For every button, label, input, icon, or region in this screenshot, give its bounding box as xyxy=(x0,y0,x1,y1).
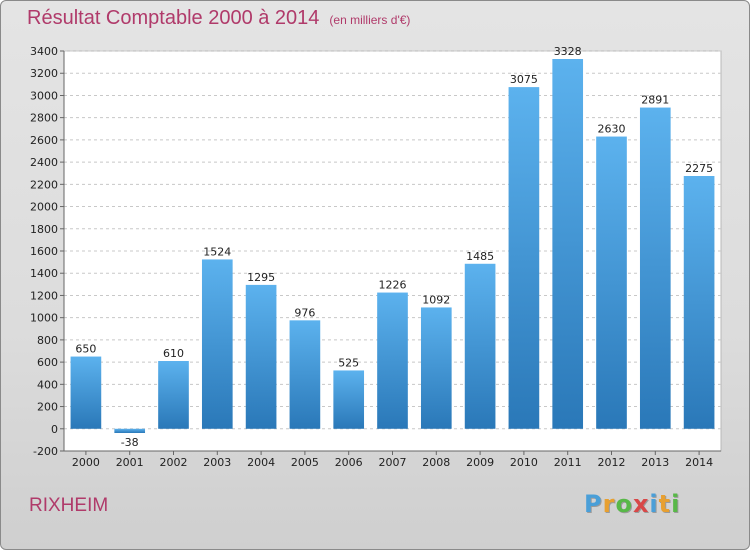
data-label: 1295 xyxy=(247,271,275,284)
logo-letter: r xyxy=(602,490,616,518)
x-tick-label: 2012 xyxy=(598,456,626,469)
x-tick-label: 2001 xyxy=(116,456,144,469)
x-tick-label: 2002 xyxy=(160,456,188,469)
y-tick-label: 1200 xyxy=(30,289,58,302)
bar xyxy=(158,361,189,429)
x-tick-label: 2013 xyxy=(641,456,669,469)
bar xyxy=(508,87,540,429)
x-tick-label: 2004 xyxy=(247,456,275,469)
logo-letter: P xyxy=(584,490,603,518)
bar xyxy=(464,263,496,429)
bar xyxy=(201,259,233,429)
logo-letter: o xyxy=(615,490,633,518)
x-tick-label: 2005 xyxy=(291,456,319,469)
data-label: 2630 xyxy=(598,123,626,136)
bar xyxy=(683,176,715,429)
data-label: 650 xyxy=(75,343,96,356)
data-label: 525 xyxy=(338,356,359,369)
data-label: 610 xyxy=(163,347,184,360)
y-tick-label: 400 xyxy=(37,378,58,391)
data-label: 3075 xyxy=(510,73,538,86)
x-tick-label: 2000 xyxy=(72,456,100,469)
bar xyxy=(552,59,584,429)
data-label: 2275 xyxy=(685,162,713,175)
y-tick-label: 800 xyxy=(37,334,58,347)
x-tick-label: 2009 xyxy=(466,456,494,469)
y-tick-label: 600 xyxy=(37,356,58,369)
data-label: 976 xyxy=(294,306,315,319)
x-tick-label: 2010 xyxy=(510,456,538,469)
y-tick-label: 200 xyxy=(37,401,58,414)
data-label: 1524 xyxy=(203,245,231,258)
y-tick-label: 3400 xyxy=(30,45,58,58)
y-tick-label: 1600 xyxy=(30,245,58,258)
y-tick-label: -200 xyxy=(33,445,58,458)
y-tick-label: 2800 xyxy=(30,112,58,125)
bar xyxy=(333,370,365,429)
data-label: -38 xyxy=(121,436,139,449)
data-label: 2891 xyxy=(641,94,669,107)
bar xyxy=(377,292,408,429)
data-label: 1092 xyxy=(422,293,450,306)
logo-letter: i xyxy=(671,490,681,518)
y-tick-label: 2000 xyxy=(30,201,58,214)
data-label: 1226 xyxy=(379,279,407,292)
data-label: 3328 xyxy=(554,45,582,58)
y-tick-label: 0 xyxy=(51,423,58,436)
bar xyxy=(420,307,452,429)
bar xyxy=(639,107,671,429)
chart-title: Résultat Comptable 2000 à 2014 (en millie… xyxy=(27,7,410,35)
x-tick-label: 2007 xyxy=(379,456,407,469)
y-tick-label: 2600 xyxy=(30,134,58,147)
data-label: 1485 xyxy=(466,250,494,263)
x-tick-label: 2011 xyxy=(554,456,582,469)
y-tick-label: 1000 xyxy=(30,312,58,325)
y-tick-label: 2400 xyxy=(30,156,58,169)
city-label: RIXHEIM xyxy=(29,495,109,516)
proxiti-logo: Proxiti xyxy=(584,490,680,518)
bar xyxy=(245,284,277,429)
y-tick-label: 2200 xyxy=(30,178,58,191)
x-tick-label: 2006 xyxy=(335,456,363,469)
chart-title-main: Résultat Comptable 2000 à 2014 xyxy=(27,7,320,29)
y-tick-label: 3000 xyxy=(30,89,58,102)
logo-letter: x xyxy=(632,490,650,518)
chart-subtitle: (en milliers d'€) xyxy=(329,13,411,27)
y-tick-label: 3200 xyxy=(30,67,58,80)
x-tick-label: 2014 xyxy=(685,456,713,469)
bar xyxy=(70,356,102,429)
logo-letter: i xyxy=(649,490,659,518)
bar xyxy=(289,320,321,429)
bar xyxy=(114,428,146,433)
x-tick-label: 2003 xyxy=(203,456,231,469)
bar xyxy=(596,136,627,429)
x-tick-label: 2008 xyxy=(422,456,450,469)
logo-letter: t xyxy=(658,490,672,518)
y-tick-label: 1800 xyxy=(30,223,58,236)
y-tick-label: 1400 xyxy=(30,267,58,280)
